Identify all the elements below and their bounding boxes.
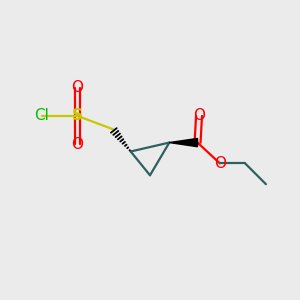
Text: O: O — [71, 80, 83, 95]
Text: S: S — [72, 108, 83, 123]
Polygon shape — [169, 138, 198, 147]
Text: O: O — [193, 108, 205, 123]
Text: O: O — [71, 136, 83, 152]
Text: Cl: Cl — [34, 108, 49, 123]
Text: O: O — [214, 156, 226, 171]
